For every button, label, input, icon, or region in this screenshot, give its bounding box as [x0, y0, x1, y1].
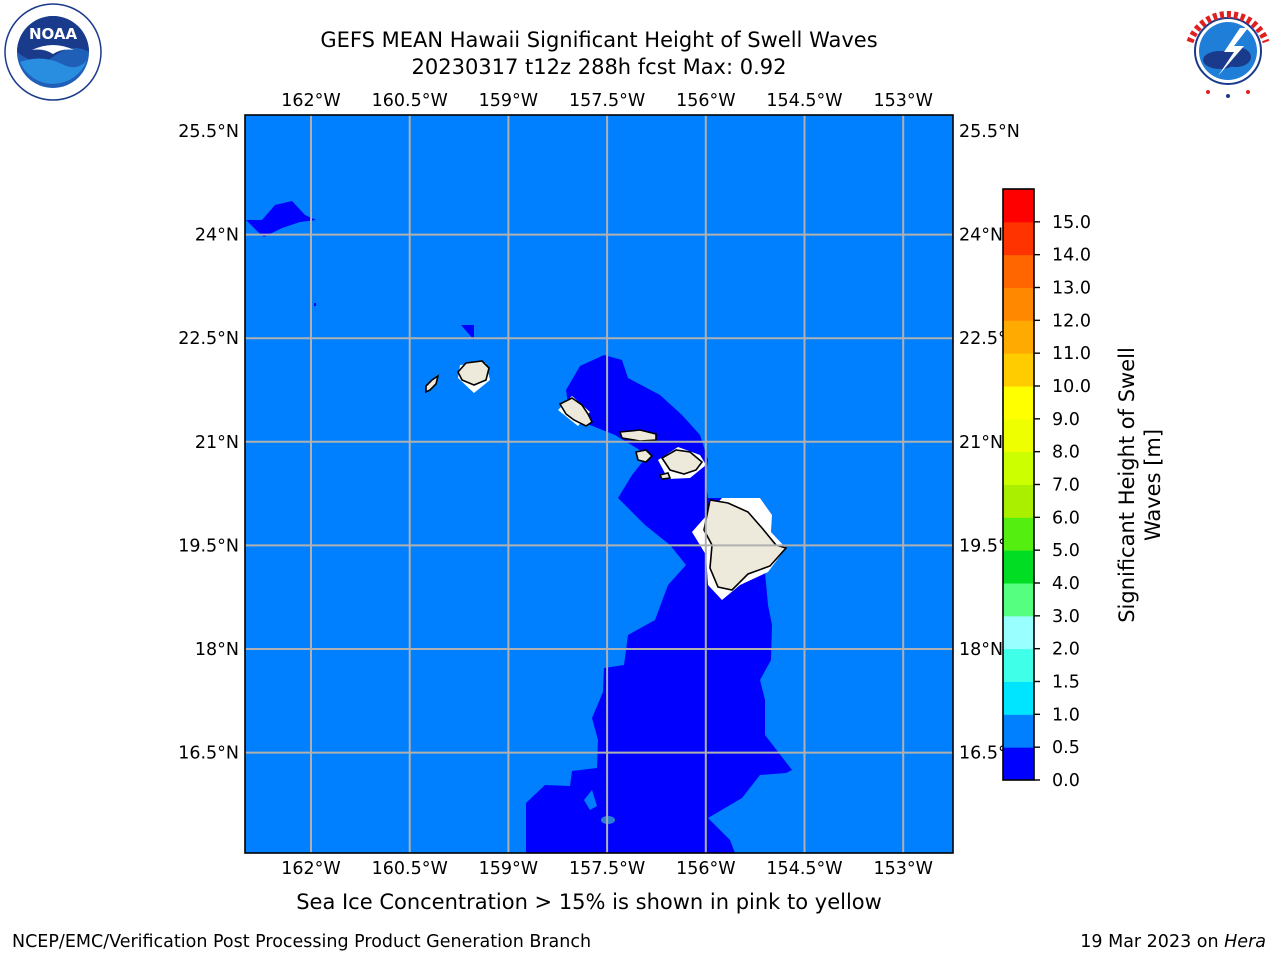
colorbar-segment	[1003, 451, 1034, 485]
colorbar-tick-label: 13.0	[1052, 279, 1091, 299]
footer-date-text: 19 Mar 2023 on	[1080, 932, 1225, 952]
colorbar-tick-label: 9.0	[1052, 410, 1080, 430]
maui-island	[660, 449, 704, 475]
lat-label-left: 21°N	[195, 433, 239, 453]
sea-ice-note: Sea Ice Concentration > 15% is shown in …	[296, 890, 882, 914]
map-gridlines	[245, 115, 953, 853]
colorbar-segment	[1003, 747, 1034, 781]
lat-label-right: 24°N	[959, 226, 1003, 246]
colorbar-segment	[1003, 418, 1034, 453]
lat-label-right: 18°N	[959, 640, 1003, 660]
colorbar-tick-label: 5.0	[1052, 541, 1080, 561]
lon-label-bottom: 159°W	[479, 859, 538, 879]
chart-subtitle: 20230317 t12z 288h fcst Max: 0.92	[411, 55, 787, 79]
lon-label-bottom: 154.5°W	[766, 859, 842, 879]
colorbar-label-line2: Waves [m]	[1141, 428, 1165, 542]
colorbar-segment	[1003, 550, 1034, 584]
molokai-island	[618, 429, 657, 442]
low-swell-region	[246, 201, 792, 853]
colorbar-segment	[1003, 189, 1034, 223]
colorbar-tick-label: 2.0	[1052, 640, 1080, 660]
colorbar-tick-label: 15.0	[1052, 213, 1091, 233]
lat-label-left: 24°N	[195, 226, 239, 246]
colorbar-segment	[1003, 320, 1034, 354]
lon-label-bottom: 156°W	[676, 859, 735, 879]
colorbar-segment	[1003, 484, 1034, 518]
lat-label-left: 16.5°N	[178, 744, 239, 764]
lat-label-left: 19.5°N	[178, 536, 239, 556]
colorbar-segment	[1003, 681, 1034, 715]
colorbar-label: Significant Height of Swell Waves [m]	[1114, 347, 1166, 623]
lon-label-top: 153°W	[873, 91, 932, 111]
colorbar-segment	[1003, 254, 1034, 288]
colorbar-segment	[1003, 386, 1034, 420]
colorbar-segment	[1003, 648, 1034, 682]
colorbar-tick-label: 1.5	[1052, 673, 1080, 693]
map-frame	[244, 114, 954, 854]
colorbar-tick-label: 0.5	[1052, 738, 1080, 758]
lon-label-top: 156°W	[676, 91, 735, 111]
footer-machine: Hera	[1224, 932, 1266, 952]
niihau-island	[425, 374, 440, 394]
colorbar-tick-label: 8.0	[1052, 443, 1080, 463]
footer-credit: NCEP/EMC/Verification Post Processing Pr…	[12, 932, 592, 952]
chart-title: GEFS MEAN Hawaii Significant Height of S…	[320, 28, 878, 52]
colorbar-segment	[1003, 221, 1034, 256]
colorbar-segment	[1003, 287, 1034, 321]
lon-label-bottom: 153°W	[873, 859, 932, 879]
lon-label-top: 157.5°W	[569, 91, 645, 111]
lat-label-left: 18°N	[195, 640, 239, 660]
colorbar-segment	[1003, 517, 1034, 551]
lon-label-top: 162°W	[281, 91, 340, 111]
colorbar-tick-label: 14.0	[1052, 246, 1091, 266]
lon-label-top: 160.5°W	[372, 91, 448, 111]
colorbar-tick-label: 6.0	[1052, 508, 1080, 528]
lat-label-right: 21°N	[959, 433, 1003, 453]
oahu-island	[558, 397, 594, 427]
colorbar-tick-label: 1.0	[1052, 705, 1080, 725]
noaa-logo-text: NOAA	[29, 25, 78, 43]
colorbar-segment	[1003, 583, 1034, 617]
colorbar-tick-label: 7.0	[1052, 476, 1080, 496]
lon-label-bottom: 157.5°W	[569, 859, 645, 879]
colorbar-tick-label: 12.0	[1052, 311, 1091, 331]
nws-logo	[1181, 4, 1275, 98]
colorbar-tick-label: 10.0	[1052, 377, 1091, 397]
lat-label-left: 25.5°N	[178, 122, 239, 142]
colorbar-segment	[1003, 615, 1034, 650]
kauai-island	[457, 360, 490, 386]
colorbar-tick-label: 11.0	[1052, 344, 1091, 364]
colorbar-segment	[1003, 714, 1034, 748]
colorbar: 0.0 0.5 1.0 1.5 2.0 3.0 4.0 5.0 6.0 7.0 8.0 9.0 10.0…	[1002, 188, 1091, 791]
lat-label-left: 22.5°N	[178, 329, 239, 349]
colorbar-segment	[1003, 353, 1034, 387]
lon-label-top: 154.5°W	[766, 91, 842, 111]
colorbar-tick-label: 0.0	[1052, 771, 1080, 791]
lon-label-bottom: 160.5°W	[372, 859, 448, 879]
lon-label-top: 159°W	[479, 91, 538, 111]
noaa-logo: NOAA	[4, 3, 102, 101]
colorbar-tick-label: 4.0	[1052, 574, 1080, 594]
lon-label-bottom: 162°W	[281, 859, 340, 879]
lat-label-right: 25.5°N	[959, 122, 1020, 142]
lanai-island	[635, 449, 654, 463]
colorbar-tick-label: 3.0	[1052, 607, 1080, 627]
kahoolawe-island	[658, 472, 672, 480]
colorbar-label-line1: Significant Height of Swell	[1115, 347, 1139, 623]
footer-date: 19 Mar 2023 on Hera	[1080, 932, 1266, 952]
map-axis-labels: 162°W 162°W 160.5°W 160.5°W 159°W 159°W 157.5°…	[178, 91, 1020, 879]
